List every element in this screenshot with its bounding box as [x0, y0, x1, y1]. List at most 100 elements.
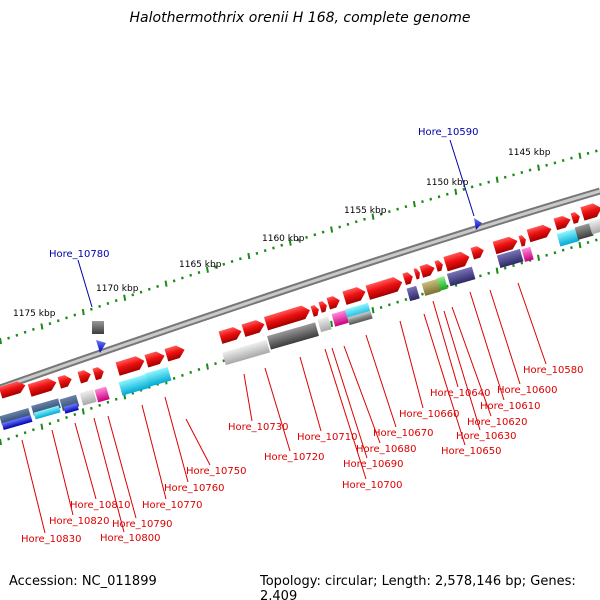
- label-hore-10620[interactable]: Hore_10620: [467, 417, 528, 428]
- feature-blue-10810[interactable]: [63, 403, 79, 414]
- inner-tick: [371, 307, 375, 314]
- outer-tick: [0, 337, 2, 345]
- outer-tick: [288, 239, 292, 246]
- label-hore-10830[interactable]: Hore_10830: [21, 534, 82, 545]
- inner-tick: [65, 415, 68, 420]
- outer-tick: [181, 276, 184, 280]
- inner-tick: [404, 297, 408, 301]
- cds-arrow: [241, 320, 265, 337]
- leader-line: [93, 417, 125, 533]
- feature-navy-10600[interactable]: [496, 248, 524, 269]
- feature-cyan[interactable]: [556, 228, 580, 247]
- inner-tick: [81, 408, 85, 415]
- cds-arrow: [553, 215, 571, 231]
- tick-label-1165: 1165 kbp: [179, 260, 222, 270]
- label-hore-10580[interactable]: Hore_10580: [523, 365, 584, 376]
- feature-magenta-10690[interactable]: [331, 310, 349, 327]
- leader-line: [74, 422, 97, 500]
- label-hore-10610[interactable]: Hore_10610: [480, 401, 541, 412]
- feature-dark-10720[interactable]: [267, 322, 319, 350]
- outer-tick: [272, 246, 275, 250]
- label-hore-10670[interactable]: Hore_10670: [373, 428, 434, 439]
- outer-tick: [354, 220, 358, 224]
- feature-magenta-10790[interactable]: [94, 386, 110, 403]
- inner-tick: [586, 241, 590, 245]
- label-hore-10790[interactable]: Hore_10790: [112, 519, 173, 530]
- feature-grey-10680[interactable]: [347, 310, 373, 326]
- outer-tick: [479, 182, 482, 187]
- inner-tick: [487, 271, 491, 275]
- label-hore-10800[interactable]: Hore_10800: [100, 533, 161, 544]
- feature-cyan-10820[interactable]: [33, 405, 61, 420]
- feature-light-10730[interactable]: [222, 339, 271, 366]
- feature-dark[interactable]: [574, 223, 594, 240]
- feature-cyan-10760[interactable]: [144, 366, 172, 388]
- leader-line: [21, 439, 46, 534]
- outer-tick: [23, 330, 27, 334]
- label-hore-10760[interactable]: Hore_10760: [164, 483, 225, 494]
- outer-tick: [214, 265, 217, 269]
- outer-tick: [98, 304, 102, 308]
- label-hore-10780[interactable]: Hore_10780: [49, 249, 110, 260]
- outer-tick: [247, 252, 251, 260]
- cds-arrow: [144, 351, 165, 368]
- label-hore-10710[interactable]: Hore_10710: [297, 432, 358, 443]
- cds-arrow: [365, 277, 403, 300]
- outer-tick: [255, 251, 259, 255]
- outer-tick: [594, 149, 598, 153]
- outer-tick: [123, 294, 127, 301]
- genome-summary-text: Topology: circular; Length: 2,578,146 bp…: [260, 574, 576, 600]
- inner-tick: [172, 376, 176, 380]
- leader-line: [185, 418, 211, 466]
- inner-tick: [445, 284, 449, 288]
- leader-line: [469, 291, 505, 401]
- leader-line: [164, 396, 189, 483]
- label-hore-10750[interactable]: Hore_10750: [186, 466, 247, 477]
- outer-tick: [164, 280, 168, 287]
- inner-tick: [387, 303, 391, 307]
- label-hore-10630[interactable]: Hore_10630: [456, 431, 517, 442]
- label-hore-10680[interactable]: Hore_10680: [356, 444, 417, 455]
- feature-hore-10780[interactable]: [96, 340, 106, 353]
- feature-hore-10590[interactable]: [474, 218, 482, 230]
- outer-tick: [487, 180, 491, 184]
- cds-arrow: [27, 378, 57, 397]
- cds-arrow: [434, 260, 443, 272]
- label-hore-10720[interactable]: Hore_10720: [264, 452, 325, 463]
- feature-navy-10660[interactable]: [406, 285, 420, 302]
- feature-light-10710[interactable]: [317, 316, 332, 333]
- label-leader-lines: [21, 139, 547, 534]
- label-hore-10650[interactable]: Hore_10650: [441, 446, 502, 457]
- label-hore-10820[interactable]: Hore_10820: [49, 516, 110, 527]
- label-hore-10640[interactable]: Hore_10640: [430, 388, 491, 399]
- feature-slate-10830[interactable]: [0, 408, 31, 425]
- feature-blue-10830[interactable]: [1, 414, 33, 430]
- outer-tick: [15, 333, 19, 337]
- label-hore-10660[interactable]: Hore_10660: [399, 409, 460, 420]
- outer-tick: [81, 308, 85, 316]
- label-hore-10810[interactable]: Hore_10810: [70, 500, 131, 511]
- outer-tick: [139, 290, 143, 294]
- cds-arrow: [310, 305, 319, 317]
- outer-tick: [7, 336, 10, 340]
- feature-light-10800[interactable]: [79, 389, 97, 406]
- inner-tick: [570, 246, 573, 250]
- outer-tick: [495, 176, 499, 183]
- feature-olive-10640[interactable]: [421, 279, 441, 296]
- inner-tick: [512, 264, 515, 268]
- label-hore-10730[interactable]: Hore_10730: [228, 422, 289, 433]
- label-hore-10700[interactable]: Hore_10700: [342, 480, 403, 491]
- feature-grey-small[interactable]: [92, 321, 104, 334]
- feature-magenta-10580[interactable]: [521, 246, 534, 262]
- outer-tick: [172, 279, 176, 283]
- inner-tick: [32, 428, 35, 432]
- outer-tick: [305, 235, 308, 239]
- label-hore-10600[interactable]: Hore_10600: [497, 385, 558, 396]
- feature-navy-10620[interactable]: [446, 266, 476, 287]
- leader-line: [77, 259, 93, 308]
- feature-cyan-10770[interactable]: [118, 374, 150, 396]
- label-hore-10590[interactable]: Hore_10590: [418, 127, 479, 138]
- label-hore-10770[interactable]: Hore_10770: [142, 500, 203, 511]
- inner-tick: [421, 292, 424, 296]
- label-hore-10690[interactable]: Hore_10690: [343, 459, 404, 470]
